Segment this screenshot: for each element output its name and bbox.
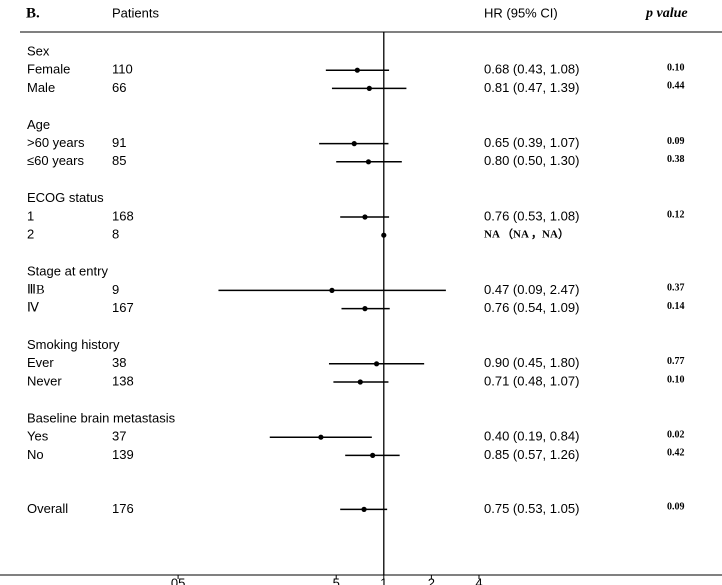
hr-ci: 0.80 (0.50, 1.30) — [484, 153, 579, 168]
x-tick-label: 05 — [171, 575, 185, 585]
group-label: Stage at entry — [27, 264, 108, 279]
row-label: >60 years — [27, 135, 85, 150]
hr-ci: 0.68 (0.43, 1.08) — [484, 62, 579, 77]
group-label: Smoking history — [27, 337, 120, 352]
point-estimate — [361, 506, 367, 512]
p-value: 0.37 — [667, 283, 685, 294]
row-label: Male — [27, 80, 55, 95]
patients: 176 — [112, 501, 134, 516]
row-label: Overall — [27, 501, 68, 516]
hr-ci: 0.47 (0.09, 2.47) — [484, 282, 579, 297]
p-value: 0.10 — [667, 62, 685, 73]
p-value: 0.42 — [667, 448, 685, 459]
p-value: 0.38 — [667, 154, 685, 165]
row-label: Never — [27, 373, 62, 388]
point-estimate — [366, 85, 372, 91]
point-estimate — [362, 214, 368, 220]
point-estimate — [329, 287, 335, 293]
hr-ci: NA （NA ，NA） — [484, 228, 569, 241]
row-label: 1 — [27, 208, 34, 223]
p-value: 0.77 — [667, 356, 685, 367]
patients: 139 — [112, 447, 134, 462]
hr-header: HR (95% CI) — [484, 5, 558, 20]
patients: 66 — [112, 80, 126, 95]
p-value: 0.09 — [667, 136, 685, 147]
point-estimate — [351, 141, 357, 147]
point-estimate — [362, 306, 368, 312]
patients: 38 — [112, 355, 126, 370]
group-label: ECOG status — [27, 190, 104, 205]
point-estimate — [318, 434, 324, 440]
row-label: Female — [27, 62, 70, 77]
p-value: 0.14 — [667, 301, 685, 312]
hr-ci: 0.40 (0.19, 0.84) — [484, 429, 579, 444]
row-label: 2 — [27, 227, 34, 242]
patients: 8 — [112, 227, 119, 242]
point-estimate — [370, 452, 376, 458]
hr-ci: 0.90 (0.45, 1.80) — [484, 355, 579, 370]
patients-header: Patients — [112, 5, 159, 20]
p-value: 0.44 — [667, 81, 685, 92]
hr-ci: 0.81 (0.47, 1.39) — [484, 80, 579, 95]
panel-label: B. — [26, 5, 40, 21]
p-value: 0.12 — [667, 209, 685, 220]
p-header: p value — [645, 6, 688, 21]
point-estimate — [381, 232, 387, 238]
x-tick-label: 5 — [333, 575, 340, 585]
point-estimate — [354, 67, 360, 73]
row-label: ≤60 years — [27, 153, 84, 168]
group-label: Age — [27, 117, 50, 132]
x-tick-label: 4 — [475, 575, 482, 585]
row-label: ⅢB — [27, 281, 45, 296]
hr-ci: 0.65 (0.39, 1.07) — [484, 135, 579, 150]
hr-ci: 0.71 (0.48, 1.07) — [484, 373, 579, 388]
patients: 138 — [112, 373, 134, 388]
row-label: No — [27, 447, 44, 462]
p-value: 0.09 — [667, 502, 685, 513]
hr-ci: 0.76 (0.53, 1.08) — [484, 208, 579, 223]
patients: 9 — [112, 282, 119, 297]
hr-ci: 0.76 (0.54, 1.09) — [484, 300, 579, 315]
point-estimate — [365, 159, 372, 165]
group-label: Sex — [27, 43, 50, 58]
point-estimate — [373, 361, 380, 367]
row-label: Ⅳ — [27, 300, 39, 315]
patients: 85 — [112, 153, 126, 168]
hr-ci: 0.75 (0.53, 1.05) — [484, 501, 579, 516]
patients: 167 — [112, 300, 134, 315]
row-label: Yes — [27, 429, 49, 444]
hr-ci: 0.85 (0.57, 1.26) — [484, 447, 579, 462]
x-tick-label: 2 — [428, 575, 435, 585]
point-estimate — [357, 379, 363, 385]
patients: 168 — [112, 208, 134, 223]
patients: 37 — [112, 429, 126, 444]
patients: 110 — [112, 62, 133, 77]
patients: 91 — [112, 135, 126, 150]
x-tick-label: 1 — [380, 575, 387, 585]
row-label: Ever — [27, 355, 54, 370]
p-value: 0.10 — [667, 374, 685, 385]
p-value: 0.02 — [667, 429, 685, 440]
group-label: Baseline brain metastasis — [27, 410, 176, 425]
